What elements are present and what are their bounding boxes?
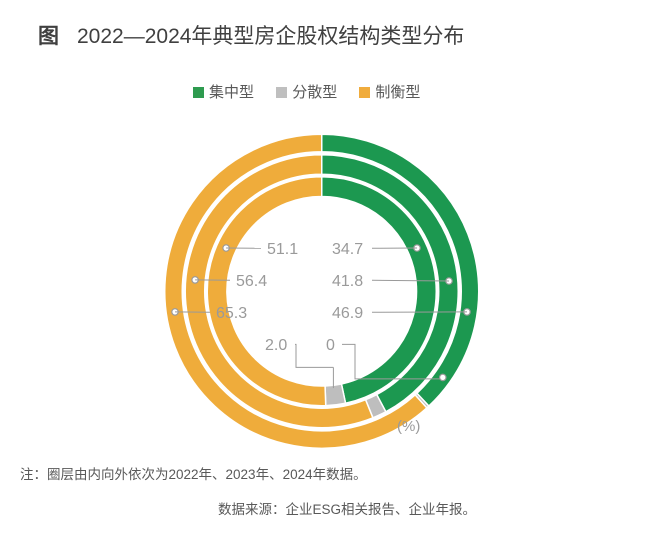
svg-text:65.3: 65.3 <box>216 305 247 322</box>
svg-text:56.4: 56.4 <box>236 273 267 290</box>
svg-text:2.0: 2.0 <box>265 337 287 354</box>
svg-text:41.8: 41.8 <box>332 273 363 290</box>
svg-text:46.9: 46.9 <box>332 305 363 322</box>
svg-text:34.7: 34.7 <box>332 241 363 258</box>
svg-text:0: 0 <box>326 337 335 354</box>
svg-text:51.1: 51.1 <box>267 241 298 258</box>
